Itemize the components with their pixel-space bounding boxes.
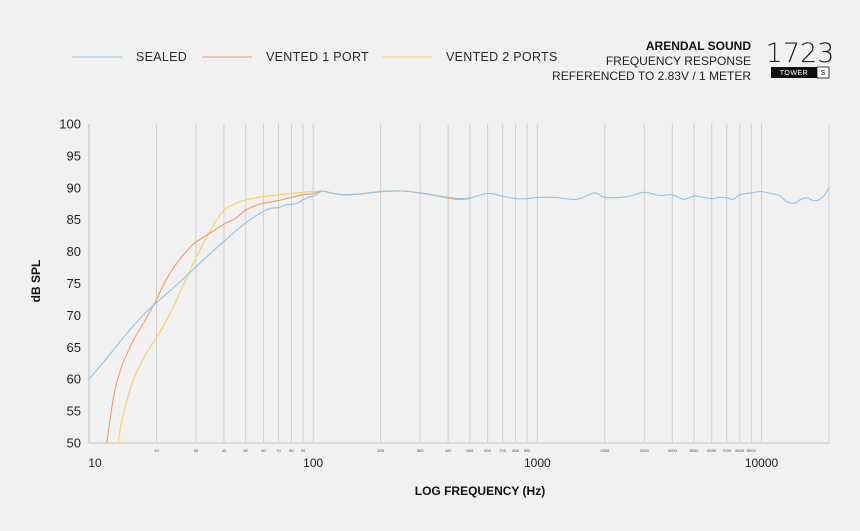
y-tick-label-85: 85	[67, 212, 81, 227]
x-minor-tick-label-900: 900	[524, 448, 531, 453]
x-minor-tick-label-3000: 3000	[640, 448, 650, 453]
x-tick-labels: 10 100 1000 10000 20 30 40 50 60 70 80 90 200 300 400 5…	[88, 448, 778, 470]
x-minor-tick-label-400: 400	[445, 448, 452, 453]
x-minor-tick-label-60: 60	[261, 448, 266, 453]
series-lines	[88, 187, 830, 444]
x-tick-label-10: 10	[88, 456, 102, 470]
x-minor-tick-label-600: 600	[484, 448, 491, 453]
grid-lines	[155, 124, 763, 443]
y-tick-label-50: 50	[67, 436, 81, 451]
x-minor-tick-label-500: 500	[467, 448, 474, 453]
y-tick-label-55: 55	[67, 404, 81, 419]
x-minor-tick-label-2000: 2000	[600, 448, 610, 453]
legend-label-vented-1: VENTED 1 PORT	[266, 50, 369, 64]
x-minor-tick-label-40: 40	[222, 448, 227, 453]
x-tick-label-1000: 1000	[524, 456, 551, 470]
x-minor-tick-label-5000: 5000	[690, 448, 700, 453]
x-minor-tick-label-30: 30	[194, 448, 199, 453]
logo-size-text: S	[821, 70, 826, 77]
x-tick-label-100: 100	[303, 456, 323, 470]
x-minor-tick-label-200: 200	[377, 448, 384, 453]
logo-model-number: 1723	[766, 38, 835, 69]
x-axis-title: LOG FREQUENCY (Hz)	[415, 484, 545, 498]
series-line-sealed	[88, 187, 830, 380]
x-minor-tick-label-300: 300	[417, 448, 424, 453]
x-minor-tick-label-70: 70	[276, 448, 281, 453]
legend: SEALED VENTED 1 PORT VENTED 2 PORTS	[72, 50, 558, 64]
x-tick-label-10000: 10000	[745, 456, 779, 470]
chart-reference: REFERENCED TO 2.83V / 1 METER	[552, 69, 751, 83]
y-axis-title: dB SPL	[29, 260, 43, 303]
legend-label-sealed: SEALED	[136, 50, 187, 64]
chart-header: ARENDAL SOUND FREQUENCY RESPONSE REFEREN…	[552, 39, 751, 83]
plot-axes	[88, 124, 830, 444]
x-minor-tick-label-50: 50	[243, 448, 248, 453]
chart-subtitle: FREQUENCY RESPONSE	[606, 54, 751, 68]
x-minor-tick-label-80: 80	[289, 448, 294, 453]
y-tick-label-100: 100	[59, 117, 81, 132]
series-line-vented-1-port	[106, 190, 471, 444]
series-line-vented-2-ports	[117, 190, 471, 444]
logo-size-badge	[816, 66, 830, 79]
x-minor-tick-label-800: 800	[512, 448, 519, 453]
logo-variant-badge	[771, 67, 817, 78]
logo-variant-text: TOWER	[780, 70, 808, 77]
y-tick-label-75: 75	[67, 276, 81, 291]
x-minor-tick-label-90: 90	[301, 448, 306, 453]
x-minor-tick-label-9000: 9000	[747, 448, 757, 453]
y-tick-label-90: 90	[67, 180, 81, 195]
y-tick-label-65: 65	[67, 340, 81, 355]
y-tick-label-80: 80	[67, 244, 81, 259]
x-minor-tick-label-4000: 4000	[668, 448, 678, 453]
y-tick-label-70: 70	[67, 308, 81, 323]
x-minor-tick-label-700: 700	[499, 448, 506, 453]
legend-label-vented-2: VENTED 2 PORTS	[446, 50, 558, 64]
y-tick-labels: 100 95 90 85 80 75 70 65 60 55 50	[59, 117, 81, 451]
y-tick-label-60: 60	[67, 372, 81, 387]
x-minor-tick-label-6000: 6000	[707, 448, 717, 453]
brand-name: ARENDAL SOUND	[646, 39, 751, 53]
y-tick-label-95: 95	[67, 148, 81, 163]
x-minor-tick-label-20: 20	[154, 448, 159, 453]
x-minor-tick-label-8000: 8000	[735, 448, 745, 453]
product-logo: 1723 TOWER S	[766, 38, 835, 79]
x-minor-tick-label-7000: 7000	[722, 448, 732, 453]
